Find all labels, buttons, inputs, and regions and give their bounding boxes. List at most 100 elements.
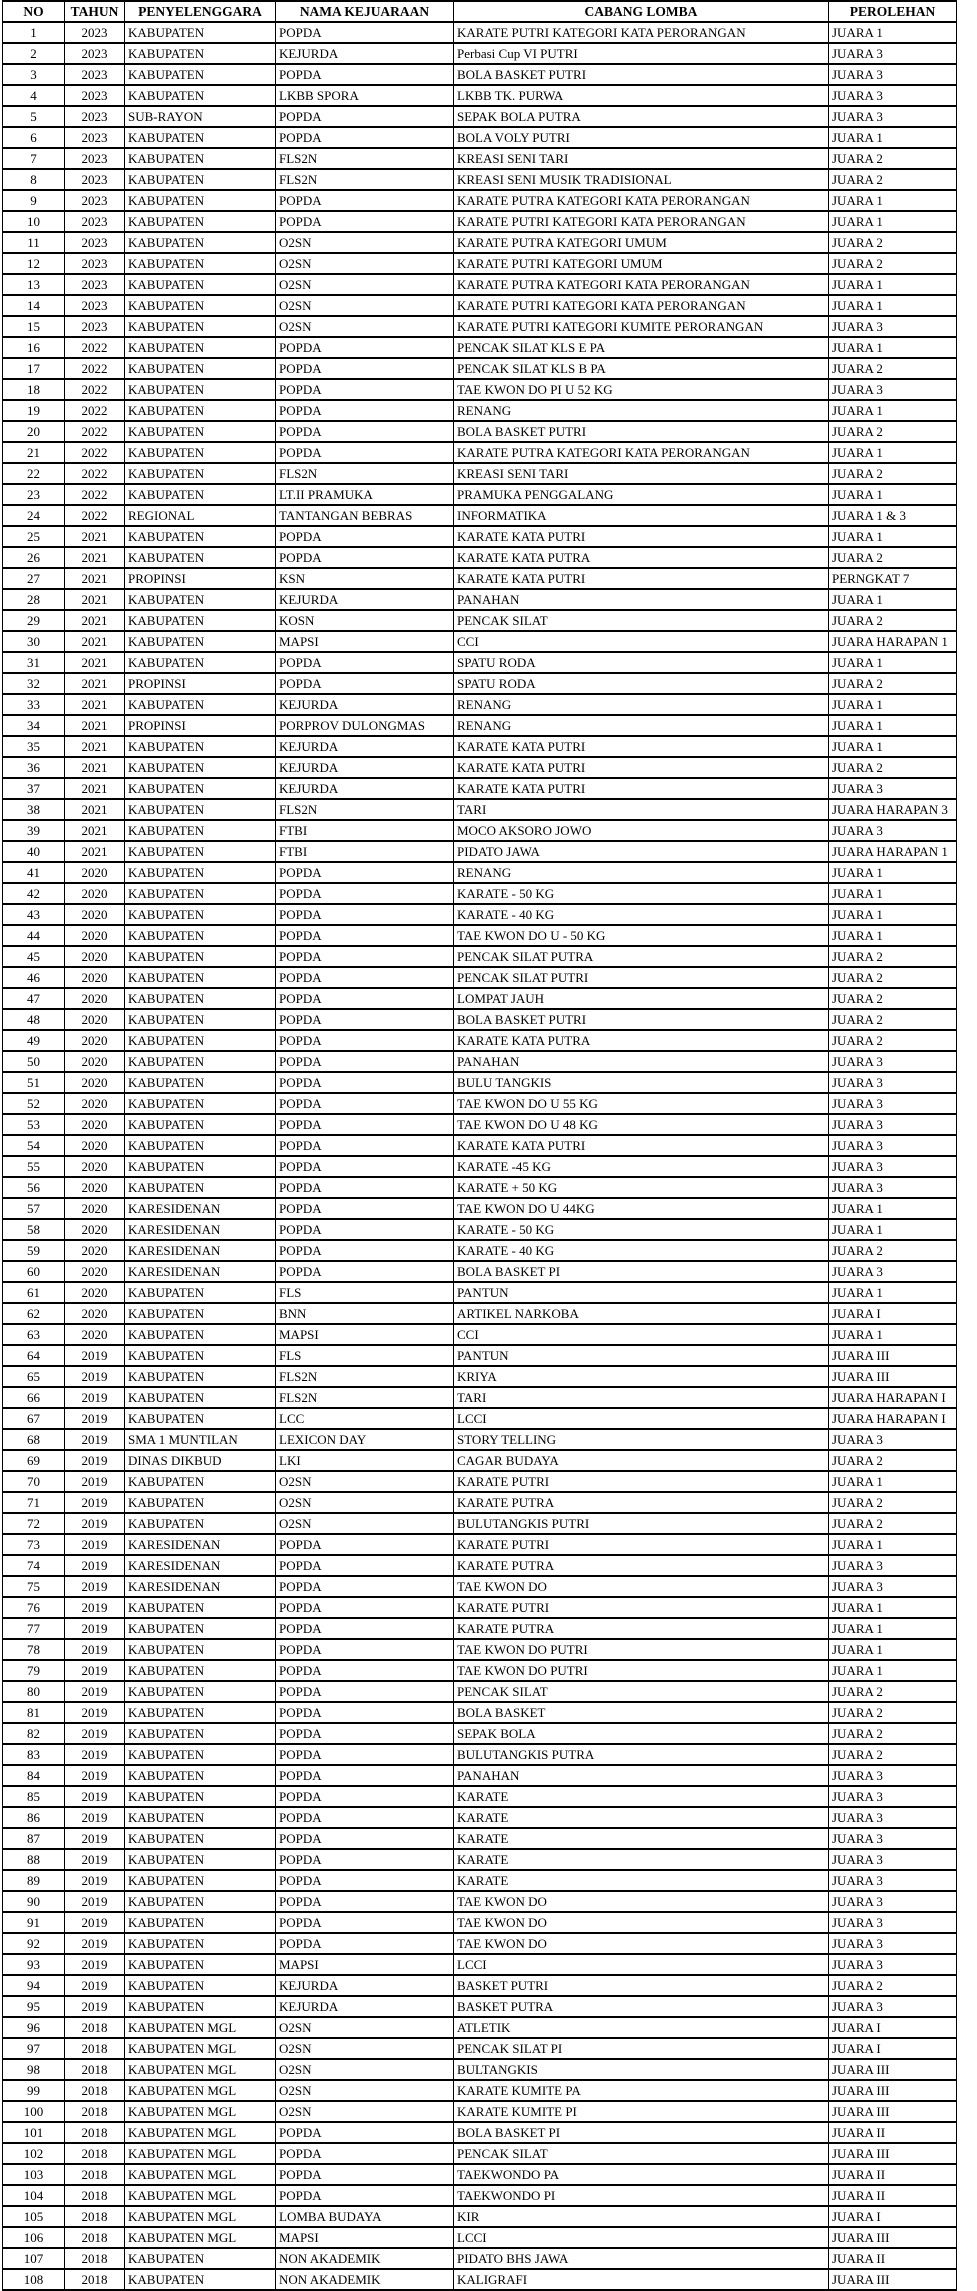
cell-penyelenggara: SMA 1 MUNTILAN xyxy=(124,1428,276,1451)
cell-perolehan: JUARA 3 xyxy=(828,1890,957,1913)
cell-penyelenggara: KABUPATEN xyxy=(124,882,276,905)
column-header-perolehan: PEROLEHAN xyxy=(828,0,957,23)
cell-penyelenggara: PROPINSI xyxy=(124,567,276,590)
cell-nama-kejuaraan: POPDA xyxy=(275,1071,454,1094)
achievements-table: NO TAHUN PENYELENGGARA NAMA KEJUARAAN CA… xyxy=(2,0,957,2291)
cell-no: 6 xyxy=(2,126,65,149)
cell-cabang-lomba: SEPAK BOLA PUTRA xyxy=(453,105,829,128)
cell-penyelenggara: KABUPATEN xyxy=(124,147,276,170)
cell-tahun: 2022 xyxy=(64,504,125,527)
cell-penyelenggara: KABUPATEN xyxy=(124,693,276,716)
cell-cabang-lomba: TAE KWON DO xyxy=(453,1911,829,1934)
cell-tahun: 2018 xyxy=(64,2037,125,2060)
cell-nama-kejuaraan: POPDA xyxy=(275,210,454,233)
table-row: 47 2020 KABUPATEN POPDA LOMPAT JAUH JUARA 2 xyxy=(2,987,957,1010)
cell-tahun: 2019 xyxy=(64,1995,125,2018)
cell-cabang-lomba: KREASI SENI MUSIK TRADISIONAL xyxy=(453,168,829,191)
cell-cabang-lomba: TAE KWON DO U 55 KG xyxy=(453,1092,829,1115)
table-row: 44 2020 KABUPATEN POPDA TAE KWON DO U - 50 K… xyxy=(2,924,957,947)
cell-perolehan: JUARA 1 xyxy=(828,1197,957,1220)
table-row: 100 2018 KABUPATEN MGL O2SN KARATE KUMITE PI… xyxy=(2,2100,957,2123)
cell-no: 63 xyxy=(2,1323,65,1346)
cell-perolehan: JUARA 2 xyxy=(828,1239,957,1262)
cell-penyelenggara: KABUPATEN MGL xyxy=(124,2205,276,2228)
cell-cabang-lomba: BULU TANGKIS xyxy=(453,1071,829,1094)
cell-penyelenggara: KABUPATEN xyxy=(124,1722,276,1745)
cell-nama-kejuaraan: POPDA xyxy=(275,1743,454,1766)
table-row: 90 2019 KABUPATEN POPDA TAE KWON DO JUARA 3 xyxy=(2,1890,957,1913)
cell-nama-kejuaraan: POPDA xyxy=(275,126,454,149)
cell-tahun: 2018 xyxy=(64,2079,125,2102)
table-row: 84 2019 KABUPATEN POPDA PANAHAN JUARA 3 xyxy=(2,1764,957,1787)
column-header-nama-kejuaraan: NAMA KEJUARAAN xyxy=(275,0,454,23)
cell-perolehan: JUARA HARAPAN I xyxy=(828,1386,957,1409)
cell-penyelenggara: KABUPATEN xyxy=(124,315,276,338)
cell-penyelenggara: PROPINSI xyxy=(124,672,276,695)
table-row: 106 2018 KABUPATEN MGL MAPSI LCCI JUARA III xyxy=(2,2226,957,2249)
table-row: 59 2020 KARESIDENAN POPDA KARATE - 40 KG JUAR… xyxy=(2,1239,957,1262)
cell-perolehan: JUARA 3 xyxy=(828,1932,957,1955)
cell-penyelenggara: KARESIDENAN xyxy=(124,1554,276,1577)
table-row: 17 2022 KABUPATEN POPDA PENCAK SILAT KLS B P… xyxy=(2,357,957,380)
cell-tahun: 2020 xyxy=(64,1092,125,1115)
table-row: 4 2023 KABUPATEN LKBB SPORA LKBB TK. PURWA JU… xyxy=(2,84,957,107)
cell-perolehan: JUARA 2 xyxy=(828,1974,957,1997)
cell-nama-kejuaraan: KEJURDA xyxy=(275,756,454,779)
cell-cabang-lomba: PANTUN xyxy=(453,1281,829,1304)
table-row: 15 2023 KABUPATEN O2SN KARATE PUTRI KATEGORI… xyxy=(2,315,957,338)
cell-no: 11 xyxy=(2,231,65,254)
table-row: 12 2023 KABUPATEN O2SN KARATE PUTRI KATEGORI… xyxy=(2,252,957,275)
cell-tahun: 2020 xyxy=(64,966,125,989)
cell-tahun: 2019 xyxy=(64,1617,125,1640)
cell-nama-kejuaraan: O2SN xyxy=(275,2037,454,2060)
table-row: 54 2020 KABUPATEN POPDA KARATE KATA PUTRI JUA… xyxy=(2,1134,957,1157)
cell-no: 4 xyxy=(2,84,65,107)
cell-tahun: 2023 xyxy=(64,252,125,275)
cell-no: 66 xyxy=(2,1386,65,1409)
table-header: NO TAHUN PENYELENGGARA NAMA KEJUARAAN CA… xyxy=(2,0,957,23)
cell-nama-kejuaraan: POPDA xyxy=(275,672,454,695)
cell-nama-kejuaraan: FLS2N xyxy=(275,147,454,170)
cell-nama-kejuaraan: POPDA xyxy=(275,1638,454,1661)
cell-cabang-lomba: PANAHAN xyxy=(453,588,829,611)
cell-cabang-lomba: KARATE PUTRI xyxy=(453,1470,829,1493)
cell-nama-kejuaraan: POPDA xyxy=(275,1785,454,1808)
cell-cabang-lomba: PENCAK SILAT xyxy=(453,609,829,632)
cell-no: 32 xyxy=(2,672,65,695)
cell-perolehan: JUARA 1 xyxy=(828,693,957,716)
cell-cabang-lomba: SPATU RODA xyxy=(453,672,829,695)
table-row: 62 2020 KABUPATEN BNN ARTIKEL NARKOBA JUARA I xyxy=(2,1302,957,1325)
cell-perolehan: JUARA 1 xyxy=(828,588,957,611)
cell-perolehan: JUARA 1 xyxy=(828,1323,957,1346)
cell-tahun: 2022 xyxy=(64,378,125,401)
cell-cabang-lomba: KREASI SENI TARI xyxy=(453,462,829,485)
cell-penyelenggara: KARESIDENAN xyxy=(124,1533,276,1556)
cell-penyelenggara: KABUPATEN xyxy=(124,819,276,842)
cell-no: 22 xyxy=(2,462,65,485)
cell-nama-kejuaraan: POPDA xyxy=(275,1176,454,1199)
cell-cabang-lomba: STORY TELLING xyxy=(453,1428,829,1451)
cell-perolehan: JUARA 2 xyxy=(828,1491,957,1514)
cell-nama-kejuaraan: KEJURDA xyxy=(275,735,454,758)
cell-nama-kejuaraan: KEJURDA xyxy=(275,42,454,65)
cell-nama-kejuaraan: POPDA xyxy=(275,357,454,380)
cell-tahun: 2019 xyxy=(64,1974,125,1997)
cell-no: 18 xyxy=(2,378,65,401)
table-row: 52 2020 KABUPATEN POPDA TAE KWON DO U 55 KG J… xyxy=(2,1092,957,1115)
cell-cabang-lomba: CCI xyxy=(453,1323,829,1346)
cell-perolehan: JUARA III xyxy=(828,2079,957,2102)
cell-cabang-lomba: KARATE PUTRI xyxy=(453,1596,829,1619)
cell-no: 47 xyxy=(2,987,65,1010)
cell-tahun: 2019 xyxy=(64,1890,125,1913)
cell-penyelenggara: KARESIDENAN xyxy=(124,1260,276,1283)
cell-no: 82 xyxy=(2,1722,65,1745)
cell-tahun: 2018 xyxy=(64,2226,125,2249)
table-row: 42 2020 KABUPATEN POPDA KARATE - 50 KG JUARA … xyxy=(2,882,957,905)
cell-no: 61 xyxy=(2,1281,65,1304)
table-row: 91 2019 KABUPATEN POPDA TAE KWON DO JUARA 3 xyxy=(2,1911,957,1934)
cell-cabang-lomba: PENCAK SILAT PUTRI xyxy=(453,966,829,989)
cell-penyelenggara: KABUPATEN xyxy=(124,777,276,800)
cell-penyelenggara: KABUPATEN xyxy=(124,1134,276,1157)
cell-nama-kejuaraan: FTBI xyxy=(275,819,454,842)
cell-nama-kejuaraan: POPDA xyxy=(275,1659,454,1682)
